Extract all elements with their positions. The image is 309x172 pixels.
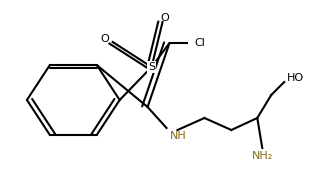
Text: HO: HO	[287, 73, 304, 83]
Text: O: O	[161, 13, 169, 23]
Text: NH: NH	[170, 131, 186, 141]
Text: O: O	[101, 34, 109, 44]
Text: S: S	[148, 62, 155, 72]
Text: NH₂: NH₂	[252, 151, 273, 162]
Text: Cl: Cl	[194, 38, 205, 48]
